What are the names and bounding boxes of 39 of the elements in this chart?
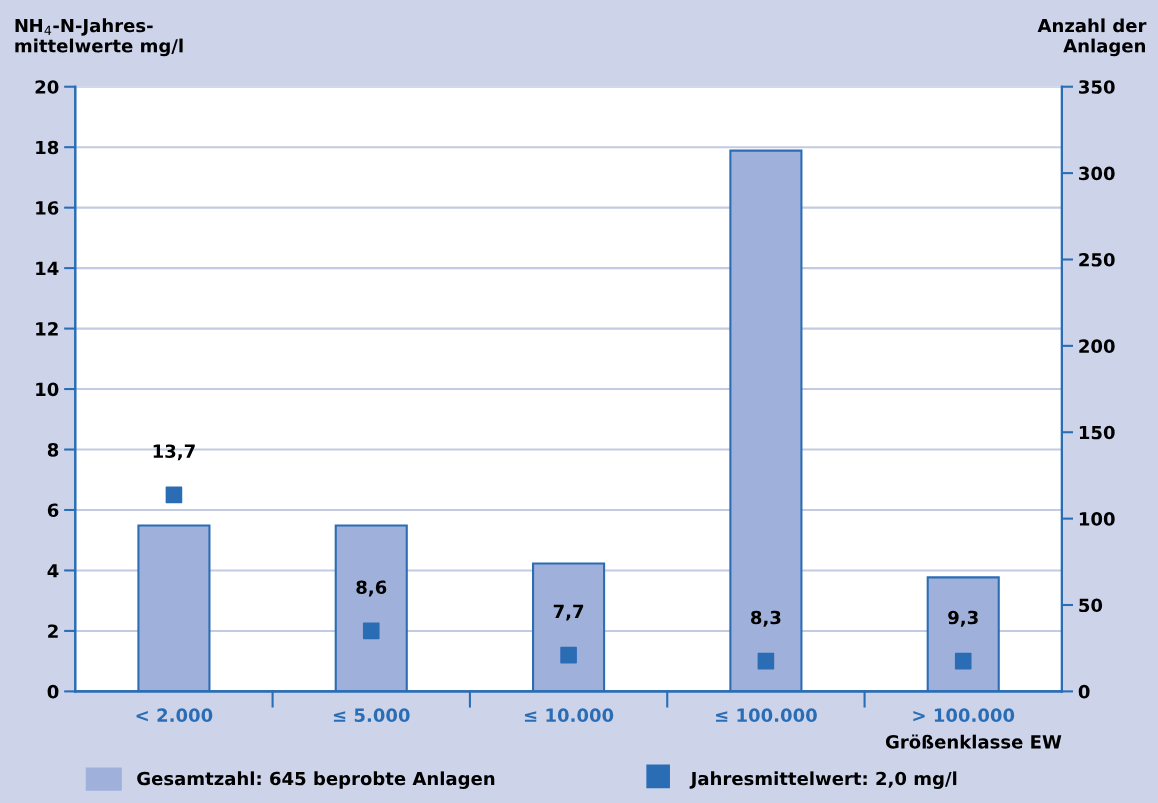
y-tick-label: 0	[47, 684, 59, 699]
y-tick-label: 20	[35, 80, 59, 94]
annotation: 13,7	[153, 444, 195, 461]
x-tick-label: ≤ 5.000	[333, 708, 410, 723]
annotation: 8,6	[356, 580, 387, 597]
point	[560, 646, 577, 664]
annotation: 9,3	[948, 610, 978, 627]
y2-tick-label: 0	[1078, 684, 1090, 699]
x-tick-label: ≤ 100.000	[715, 708, 817, 723]
y2-axis-title: Anzahl der Anlagen	[1037, 18, 1147, 57]
y-tick-label: 12	[36, 322, 58, 336]
x-tick-label: ≤ 10.000	[524, 708, 614, 723]
point	[954, 652, 972, 670]
y2-tick-label: 150	[1079, 425, 1115, 440]
y-tick-label: 4	[47, 564, 59, 578]
legend-label: Jahresmittelwert: 2,0 mg/l	[689, 771, 957, 789]
x-tick-label: < 2.000	[136, 708, 213, 723]
x-axis-title: Größenklasse EW	[885, 734, 1062, 749]
annotation: 7,7	[553, 604, 584, 621]
y-tick-label: 6	[47, 503, 59, 518]
point	[757, 652, 775, 670]
y-axis-title: NH$_{4}$-N-Jahres- mittelwerte mg/l	[15, 18, 183, 57]
point	[362, 622, 380, 640]
y2-tick-label: 250	[1079, 252, 1115, 267]
y-tick-label: 2	[48, 624, 58, 638]
y2-tick-label: 50	[1079, 598, 1103, 613]
x-tick-label: > 100.000	[913, 708, 1015, 723]
y-tick-label: 16	[36, 201, 59, 215]
y-tick-label: 18	[36, 140, 59, 155]
y2-tick-label: 200	[1079, 339, 1115, 353]
y-tick-label: 10	[36, 382, 59, 397]
y-tick-label: 8	[47, 442, 59, 457]
y2-tick-label: 300	[1079, 166, 1115, 181]
annotation: 8,3	[751, 610, 781, 627]
point	[165, 486, 183, 504]
y2-tick-label: 100	[1079, 512, 1115, 526]
legend-label: Gesamtzahl: 645 beprobte Anlagen	[137, 771, 495, 789]
y2-tick-label: 350	[1079, 80, 1115, 94]
y-tick-label: 14	[36, 261, 59, 275]
